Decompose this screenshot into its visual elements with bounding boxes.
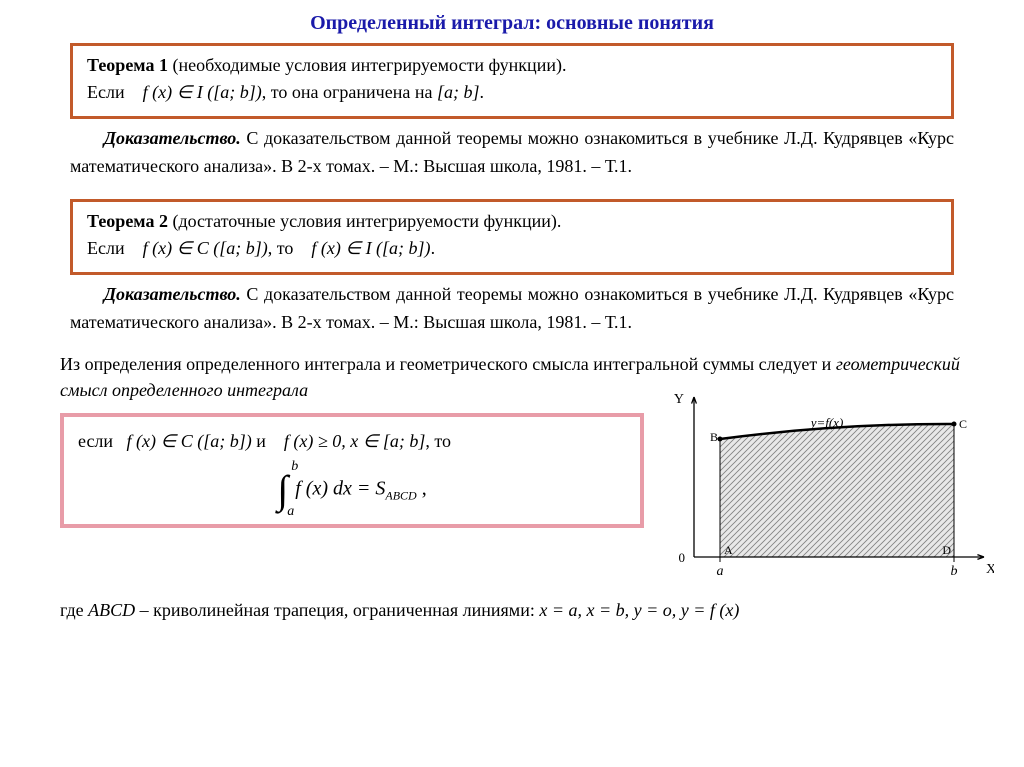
- pink-and: и: [256, 431, 270, 451]
- theorem-2-math-2: f (x) ∈ I ([a; b]): [311, 238, 430, 258]
- svg-text:A: A: [724, 543, 733, 557]
- eq-s: = S: [357, 477, 386, 499]
- pink-m2: f (x) ≥ 0, x ∈ [a; b]: [284, 431, 426, 451]
- curvilinear-trapezoid-chart: Y X 0 A B C Da b y=f(x): [664, 389, 994, 594]
- pink-if: если: [78, 431, 113, 451]
- pink-m1: f (x) ∈ C ([a; b]): [127, 431, 252, 451]
- svg-text:B: B: [710, 430, 718, 444]
- page-title: Определенный интеграл: основные понятия: [30, 12, 994, 35]
- svg-text:0: 0: [679, 550, 686, 565]
- integral-comma: ,: [422, 477, 427, 499]
- theorem-1-mid: , то она ограничена на: [262, 82, 437, 102]
- proof-1-label: Доказательство.: [104, 128, 241, 148]
- theorem-1-math-2: [a; b]: [437, 82, 480, 102]
- svg-text:a: a: [717, 564, 724, 579]
- theorem-2-box: Теорема 2 (достаточные условия интегриру…: [70, 199, 954, 275]
- integral-lower: a: [287, 501, 294, 523]
- integral-upper: b: [291, 456, 298, 478]
- svg-text:X: X: [986, 562, 994, 577]
- footer-abcd: ABCD: [88, 600, 135, 620]
- theorem-2-dot: .: [431, 238, 436, 258]
- proof-2: Доказательство. С доказательством данной…: [70, 281, 954, 337]
- theorem-1-paren: (необходимые условия интегрируемости фун…: [168, 55, 567, 75]
- svg-text:D: D: [942, 543, 951, 557]
- theorem-1-math-1: f (x) ∈ I ([a; b]): [143, 82, 262, 102]
- svg-text:C: C: [959, 417, 967, 431]
- theorem-1-box: Теорема 1 (необходимые условия интегриру…: [70, 43, 954, 119]
- theorem-2-if: Если: [87, 238, 125, 258]
- s-sub: ABCD: [385, 488, 416, 502]
- theorem-2-paren: (достаточные условия интегрируемости фун…: [168, 211, 561, 231]
- integral-sign-icon: b ∫ a: [277, 466, 288, 514]
- theorem-2-label: Теорема 2: [87, 211, 168, 231]
- theorem-1-dot: .: [479, 82, 484, 102]
- footer-eqs: x = a, x = b, y = o, y = f (x): [539, 600, 739, 620]
- svg-text:Y: Y: [674, 392, 684, 407]
- proof-2-label: Доказательство.: [104, 284, 241, 304]
- pink-post: , то: [425, 431, 451, 451]
- theorem-1-label: Теорема 1: [87, 55, 168, 75]
- theorem-2-math-1: f (x) ∈ C ([a; b]): [143, 238, 268, 258]
- integrand: f (x) dx: [295, 477, 352, 499]
- svg-text:b: b: [951, 564, 958, 579]
- footer-pre: где: [60, 600, 88, 620]
- theorem-1-if: Если: [87, 82, 125, 102]
- proof-1: Доказательство. С доказательством данной…: [70, 125, 954, 181]
- svg-text:y=f(x): y=f(x): [809, 415, 844, 430]
- footer-line: где ABCD – криволинейная трапеция, огран…: [60, 600, 964, 621]
- integral-formula-box: если f (x) ∈ C ([a; b]) и f (x) ≥ 0, x ∈…: [60, 413, 644, 528]
- theorem-2-mid: , то: [268, 238, 298, 258]
- footer-mid: – криволинейная трапеция, ограниченная л…: [135, 600, 539, 620]
- integral-expression: b ∫ a f (x) dx = SABCD ,: [78, 466, 626, 514]
- geom-text: Из определения определенного интеграла и…: [60, 354, 836, 374]
